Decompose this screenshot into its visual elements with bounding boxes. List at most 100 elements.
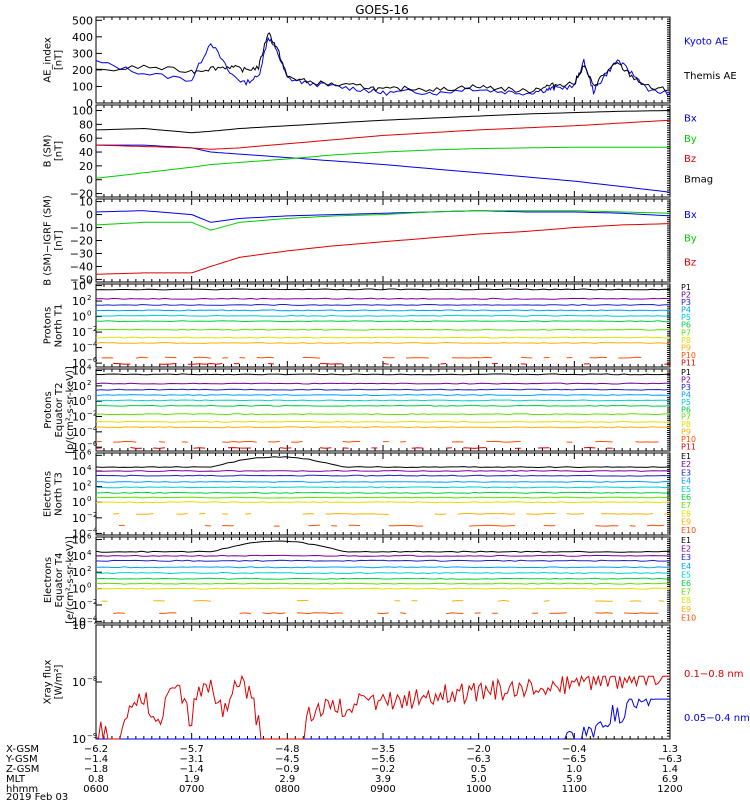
y-tick-label: 10 (72, 481, 86, 494)
panel-frame (95, 283, 671, 368)
y-axis-label: [nT] (54, 141, 65, 161)
x-row-value: 1.0 (566, 764, 582, 775)
x-row-value: −3.5 (371, 744, 395, 755)
channel-E10 (549, 612, 567, 614)
x-row-value: −3.1 (180, 754, 204, 765)
y-tick-label: 200 (72, 64, 93, 77)
channel-P8 (95, 420, 671, 423)
y-tick-exponent: 4 (87, 464, 92, 472)
x-row-label: MLT (6, 774, 26, 785)
x-row-value: 1100 (562, 784, 587, 795)
channel-P11 (440, 363, 447, 365)
y-tick-label: 0 (86, 174, 93, 187)
channel-P6 (95, 320, 671, 323)
panel-xray: Xray flux [W/m²]10−710−810 −90.1−0.8 nm0.0… (43, 618, 750, 746)
channel-label: E9 (681, 605, 691, 614)
channel-E4 (95, 480, 671, 483)
x-row-value: −1.8 (84, 764, 108, 775)
channel-label: P1 (681, 368, 691, 377)
channel-label: P4 (681, 306, 691, 315)
x-row-value: 1000 (466, 784, 491, 795)
series-bz (95, 223, 671, 275)
channel-E9 (658, 600, 665, 602)
panel-frame (95, 368, 671, 452)
channel-P7 (96, 413, 671, 416)
y-tick-label: 500 (72, 14, 93, 27)
series-bz (95, 119, 671, 150)
channel-E9 (193, 600, 211, 602)
y-tick-label: 10 (72, 342, 86, 355)
channel-E7 (95, 582, 671, 585)
y-tick-label: 80 (79, 118, 93, 131)
channel-P10 (589, 356, 607, 359)
channel-P10 (159, 441, 165, 443)
channel-E8 (95, 501, 671, 504)
channel-P11 (268, 363, 274, 365)
y-tick-exponent: 0 (87, 394, 91, 402)
series-0.05-0.4nm (96, 698, 670, 740)
channel-P10 (136, 356, 148, 359)
series-0.1-0.8nm (95, 674, 670, 740)
y-tick-label: 10 (72, 280, 86, 293)
y-tick-label: 100 (72, 105, 93, 118)
y-axis-label: Electrons (43, 557, 54, 603)
y-tick-label: 10 (72, 365, 86, 378)
channel-P3 (95, 388, 671, 391)
channel-P11 (113, 363, 131, 365)
legend-label: Bx (684, 113, 697, 124)
channel-P11 (227, 447, 252, 449)
panel-pe: Protons Equator T2 [p/(cm²-s-sr-keV)]10 410… (43, 364, 696, 455)
y-tick-exponent: −4 (87, 341, 98, 349)
x-row-value: −6.2 (84, 744, 108, 755)
channel-E10 (400, 612, 407, 614)
x-row-value: 2.9 (279, 774, 295, 785)
x-row-value: 0700 (179, 784, 204, 795)
channel-E5 (95, 571, 671, 575)
y-tick-label: 10 (72, 512, 86, 525)
y-tick-label: −20 (70, 188, 93, 201)
channel-P11 (664, 363, 671, 365)
channel-label: E2 (681, 545, 691, 554)
y-axis-label: [e/(cm²-s-sr-keV)] (65, 536, 76, 624)
y-tick-label: 10 (72, 380, 86, 393)
panel-bigrf: B (SM)−IGRF (SM) [nT] 100−10−20−30−40−50 Bx… (43, 195, 697, 286)
channel-P10 (291, 440, 303, 443)
y-tick-exponent: −2 (87, 511, 97, 519)
channel-P11 (382, 363, 389, 365)
channel-P7 (95, 328, 671, 331)
channel-E10 (595, 612, 613, 614)
y-axis-label: B (SM)−IGRF (SM) (43, 195, 54, 286)
y-tick-label: 10 (72, 533, 86, 546)
channel-E1 (95, 456, 671, 469)
channel-label: E6 (681, 493, 691, 502)
x-row-value: 0.8 (88, 774, 104, 785)
y-tick-exponent: −8 (87, 675, 97, 683)
channel-P8 (95, 336, 671, 339)
x-row-value: −6.3 (658, 754, 682, 765)
channel-E10 (262, 612, 286, 615)
y-tick-exponent: 2 (87, 480, 91, 488)
channel-label: E1 (681, 452, 691, 461)
channel-P5 (95, 314, 671, 317)
channel-P11 (193, 447, 206, 449)
y-tick-label: 10 (72, 619, 86, 632)
y-tick-exponent: −2 (87, 598, 97, 606)
y-tick-exponent: 2 (87, 379, 91, 387)
channel-E10 (377, 612, 389, 615)
y-tick-exponent: −2 (87, 410, 97, 418)
x-row-value: 0800 (275, 784, 300, 795)
y-tick-label: 10 (72, 676, 86, 689)
panel-frame (95, 452, 671, 536)
channel-E10 (113, 612, 125, 614)
channel-E2 (95, 554, 671, 557)
x-axis-labels: X-GSM −6.2 −5.7 −4.8 −3.5 −2.0 −0.4 1.3 Y-GSM −1.… (5, 744, 683, 800)
channel-E10 (446, 612, 464, 615)
x-row-value: −0.4 (562, 744, 586, 755)
channel-P10 (256, 356, 274, 359)
channel-label: E4 (681, 562, 691, 571)
y-tick-label: 10 (72, 449, 86, 462)
y-tick-exponent: −4 (87, 614, 98, 622)
channel-P10 (239, 357, 246, 359)
